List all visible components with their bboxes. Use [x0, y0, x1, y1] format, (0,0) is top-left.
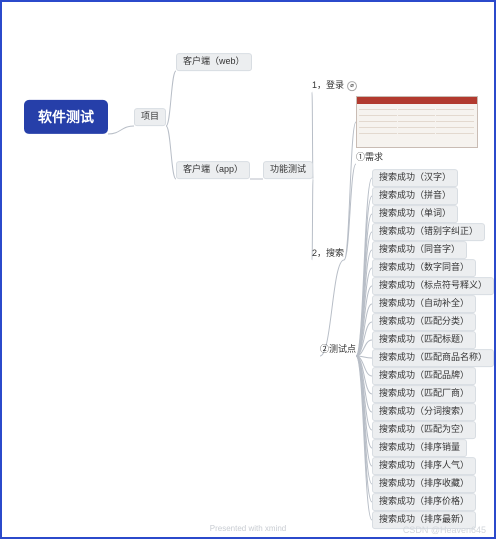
testpoint-label: ②测试点	[320, 344, 356, 354]
login-node: 1，登录⌀	[312, 80, 357, 92]
mindmap-canvas: 软件测试 项目 客户端（web） 客户端（app） 功能测试 1，登录⌀ 2，搜…	[2, 2, 494, 537]
project-node: 项目	[134, 108, 166, 126]
client-app-label: 客户端（app）	[183, 164, 243, 174]
link-icon: ⌀	[347, 81, 357, 91]
project-label: 项目	[141, 111, 159, 121]
test-item: 搜索成功（标点符号释义）	[372, 277, 494, 295]
test-item: 搜索成功（排序销量	[372, 439, 467, 457]
test-item: 搜索成功（错别字纠正）	[372, 223, 485, 241]
test-item: 搜索成功（排序收藏）	[372, 475, 476, 493]
test-item: 搜索成功（拼音）	[372, 187, 458, 205]
root-label: 软件测试	[38, 109, 94, 125]
client-app-node: 客户端（app）	[176, 161, 250, 179]
test-item: 搜索成功（匹配标题）	[372, 331, 476, 349]
test-item: 搜索成功（数字同音）	[372, 259, 476, 277]
search-node: 2，搜索	[312, 248, 344, 260]
test-item: 搜索成功（分词搜索）	[372, 403, 476, 421]
test-item: 搜索成功（单词）	[372, 205, 458, 223]
client-web-node: 客户端（web）	[176, 53, 252, 71]
functional-test-label: 功能测试	[270, 164, 306, 174]
test-item: 搜索成功（排序人气）	[372, 457, 476, 475]
test-item: 搜索成功（同音字）	[372, 241, 467, 259]
demand-node: ①需求	[356, 152, 383, 164]
test-item: 搜索成功（匹配分类）	[372, 313, 476, 331]
test-item: 搜索成功（汉字）	[372, 169, 458, 187]
watermark-text: CSDN @Heaven645	[403, 525, 486, 535]
test-item: 搜索成功（匹配商品名称）	[372, 349, 494, 367]
search-label: 2，搜索	[312, 248, 344, 258]
testpoint-node: ②测试点	[320, 344, 356, 356]
screenshot-thumbnail	[356, 96, 478, 148]
test-item: 搜索成功（匹配品牌）	[372, 367, 476, 385]
login-label: 1，登录	[312, 80, 344, 90]
client-web-label: 客户端（web）	[183, 56, 245, 66]
demand-label: ①需求	[356, 152, 383, 162]
functional-test-node: 功能测试	[263, 161, 313, 179]
test-item: 搜索成功（排序价格）	[372, 493, 476, 511]
test-item: 搜索成功（匹配厂商）	[372, 385, 476, 403]
root-node: 软件测试	[24, 100, 108, 134]
test-item: 搜索成功（自动补全）	[372, 295, 476, 313]
test-item: 搜索成功（匹配为空）	[372, 421, 476, 439]
diagram-frame: 软件测试 项目 客户端（web） 客户端（app） 功能测试 1，登录⌀ 2，搜…	[0, 0, 496, 539]
